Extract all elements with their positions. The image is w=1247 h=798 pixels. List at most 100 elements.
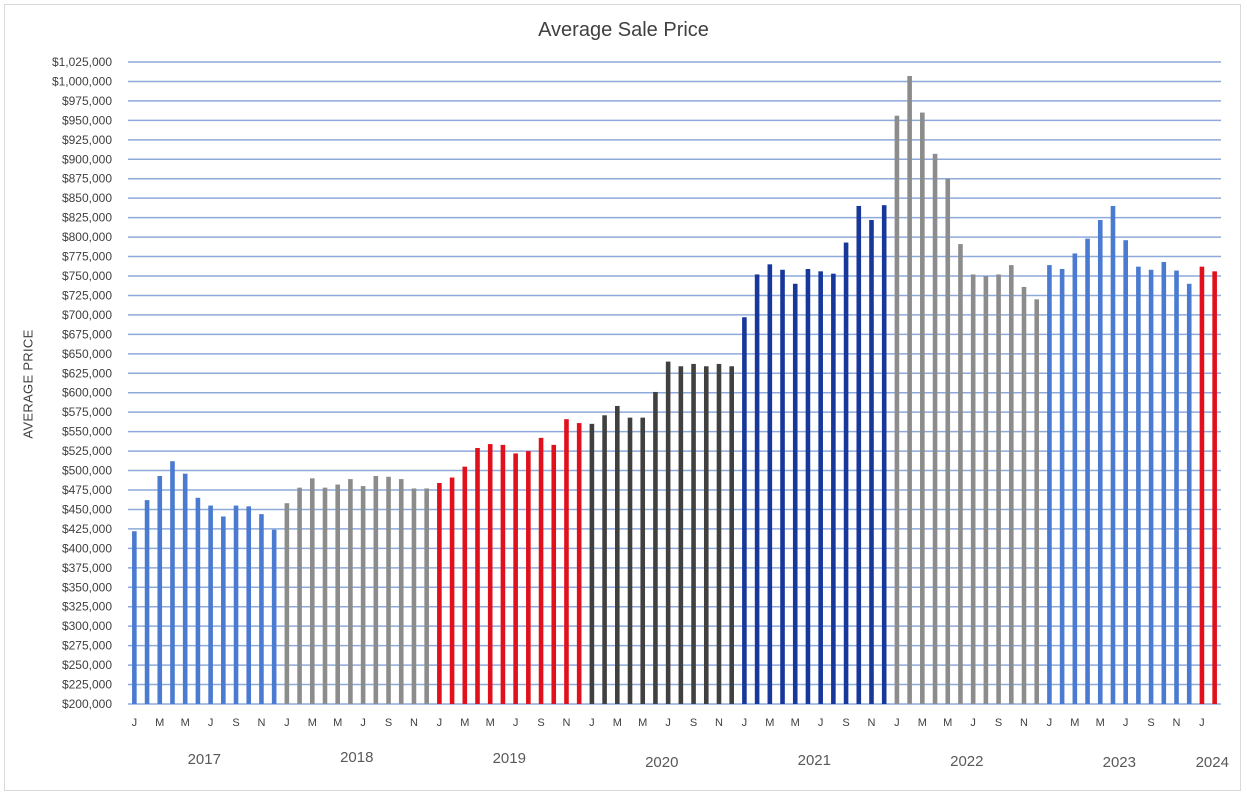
bars <box>132 76 1217 705</box>
bar <box>716 363 722 704</box>
month-tick-label: S <box>842 717 849 729</box>
bar <box>653 391 658 704</box>
bar <box>373 475 379 704</box>
bar <box>551 444 557 704</box>
bar <box>754 274 760 704</box>
y-tick-label: $575,000 <box>62 405 112 419</box>
month-tick-label: J <box>1199 717 1205 729</box>
year-label: 2019 <box>493 750 526 767</box>
bar <box>792 283 798 704</box>
bar <box>309 478 315 704</box>
bar <box>348 479 353 704</box>
bar <box>1110 205 1116 705</box>
bar <box>411 488 417 704</box>
bar <box>983 276 989 704</box>
month-tick-label: N <box>1020 717 1028 729</box>
month-tick-label: J <box>894 717 900 729</box>
bar <box>1186 283 1192 704</box>
bar <box>780 269 785 704</box>
y-tick-label: $400,000 <box>62 541 112 555</box>
bar <box>335 484 341 704</box>
bar <box>246 506 252 704</box>
y-tick-label: $500,000 <box>62 464 112 478</box>
y-tick-label: $200,000 <box>62 697 112 711</box>
y-tick-label: $650,000 <box>62 347 112 361</box>
bar <box>1199 266 1205 704</box>
bar <box>170 461 175 704</box>
month-tick-label: M <box>333 717 342 729</box>
year-label: 2017 <box>188 751 221 768</box>
month-tick-label: N <box>562 717 570 729</box>
year-label: 2020 <box>645 754 678 771</box>
bar <box>1008 265 1014 704</box>
month-tick-label: J <box>360 717 366 729</box>
gridlines <box>128 61 1221 705</box>
y-tick-label: $975,000 <box>62 94 112 108</box>
bar <box>144 500 150 704</box>
bar <box>907 76 912 705</box>
bar <box>259 514 264 704</box>
bar <box>500 444 506 704</box>
month-tick-label: J <box>818 717 824 729</box>
month-tick-label: S <box>385 717 392 729</box>
month-tick-label: S <box>537 717 544 729</box>
bar <box>538 437 544 704</box>
y-tick-label: $425,000 <box>62 522 112 536</box>
year-label: 2024 <box>1196 754 1229 771</box>
bar <box>602 415 607 704</box>
bar <box>869 219 874 705</box>
bar <box>970 274 976 704</box>
y-tick-label: $275,000 <box>62 639 112 653</box>
month-tick-label: M <box>613 717 622 729</box>
month-tick-label: J <box>1123 717 1129 729</box>
month-tick-label: M <box>460 717 469 729</box>
bar <box>805 268 811 704</box>
y-tick-label: $725,000 <box>62 288 112 302</box>
bar <box>958 244 963 704</box>
y-tick-label: $450,000 <box>62 502 112 516</box>
y-tick-label: $350,000 <box>62 580 112 594</box>
y-tick-label: $700,000 <box>62 308 112 322</box>
bar <box>589 423 595 704</box>
y-tick-label: $750,000 <box>62 269 112 283</box>
bar <box>881 205 887 704</box>
bar <box>1059 268 1065 704</box>
y-tick-label: $550,000 <box>62 425 112 439</box>
bar <box>1161 261 1167 704</box>
month-tick-label: M <box>638 717 647 729</box>
month-tick-label: M <box>1070 717 1079 729</box>
bar <box>1085 238 1090 704</box>
bar <box>437 482 442 704</box>
bar <box>322 487 328 704</box>
month-tick-label: J <box>208 717 214 729</box>
month-tick-label: N <box>715 717 723 729</box>
month-tick-label: M <box>181 717 190 729</box>
bar <box>856 205 862 705</box>
y-tick-label: $375,000 <box>62 561 112 575</box>
bar <box>640 417 646 704</box>
month-tick-label: J <box>1047 717 1053 729</box>
year-labels: 2017 2018 2019 2020 2021 2022 2023 2024 <box>188 749 1229 771</box>
month-tick-label: M <box>486 717 495 729</box>
bar <box>932 153 938 705</box>
bar <box>564 419 569 704</box>
bar <box>1148 269 1154 704</box>
bar <box>208 505 213 704</box>
bar <box>449 477 455 704</box>
y-tick-label: $600,000 <box>62 386 112 400</box>
month-tick-label: J <box>437 717 443 729</box>
bar <box>678 366 684 704</box>
month-tick-label: M <box>765 717 774 729</box>
y-tick-label: $1,000,000 <box>52 74 112 88</box>
bar <box>1072 253 1078 704</box>
bar <box>132 531 137 704</box>
month-tick-label: J <box>132 717 138 729</box>
bar <box>920 112 925 705</box>
month-tick-label: J <box>513 717 519 729</box>
y-tick-label: $325,000 <box>62 600 112 614</box>
month-tick-label: N <box>410 717 418 729</box>
month-tick-label: N <box>1173 717 1181 729</box>
month-tick-label: M <box>155 717 164 729</box>
bar <box>1212 271 1217 704</box>
